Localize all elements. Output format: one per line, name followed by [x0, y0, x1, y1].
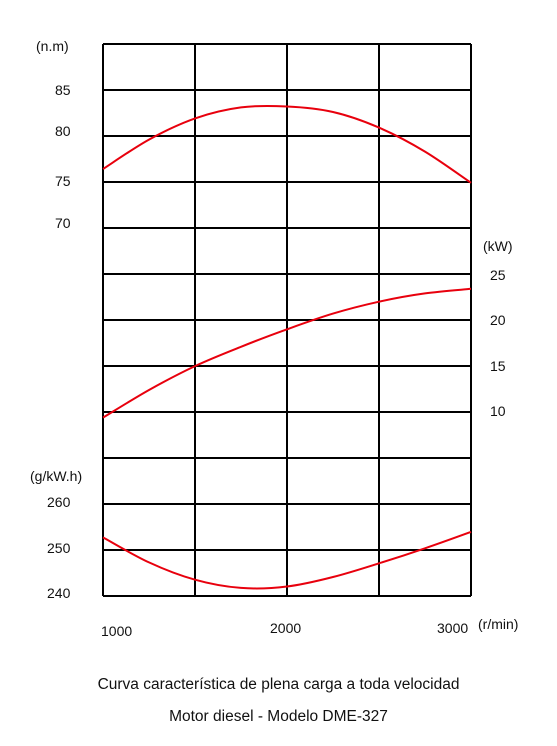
- power-tick-10: 10: [490, 403, 506, 419]
- power-tick-15: 15: [490, 358, 506, 374]
- bsfc-tick-260: 260: [47, 494, 71, 510]
- torque-tick-85: 85: [55, 82, 71, 98]
- power-tick-25: 25: [490, 267, 506, 283]
- chart-grid: [102, 43, 472, 597]
- torque-axis-unit: (n.m): [36, 38, 69, 54]
- fuel-consumption-curve: [102, 530, 472, 590]
- x-tick-3000: 3000: [437, 620, 468, 636]
- power-tick-20: 20: [490, 312, 506, 328]
- chart-caption-title: Curva característica de plena carga a to…: [97, 676, 460, 693]
- torque-curve: [102, 104, 472, 184]
- x-axis-unit: (r/min): [478, 616, 518, 632]
- engine-performance-chart: (n.m) 85 80 75 70 (kW) 25 20 15 10 (g/kW…: [30, 38, 518, 639]
- torque-tick-70: 70: [55, 215, 71, 231]
- power-curve: [102, 287, 472, 419]
- chart-curves: [102, 104, 472, 590]
- bsfc-axis-unit: (g/kW.h): [30, 468, 82, 484]
- torque-tick-75: 75: [55, 173, 71, 189]
- bsfc-tick-240: 240: [47, 585, 71, 601]
- chart-caption-model: Motor diesel - Modelo DME-327: [169, 708, 388, 725]
- x-tick-2000: 2000: [270, 620, 301, 636]
- chart-labels: (n.m) 85 80 75 70 (kW) 25 20 15 10 (g/kW…: [30, 38, 518, 639]
- power-axis-unit: (kW): [483, 238, 513, 254]
- torque-tick-80: 80: [55, 123, 71, 139]
- bsfc-tick-250: 250: [47, 540, 71, 556]
- x-tick-1000: 1000: [101, 623, 132, 639]
